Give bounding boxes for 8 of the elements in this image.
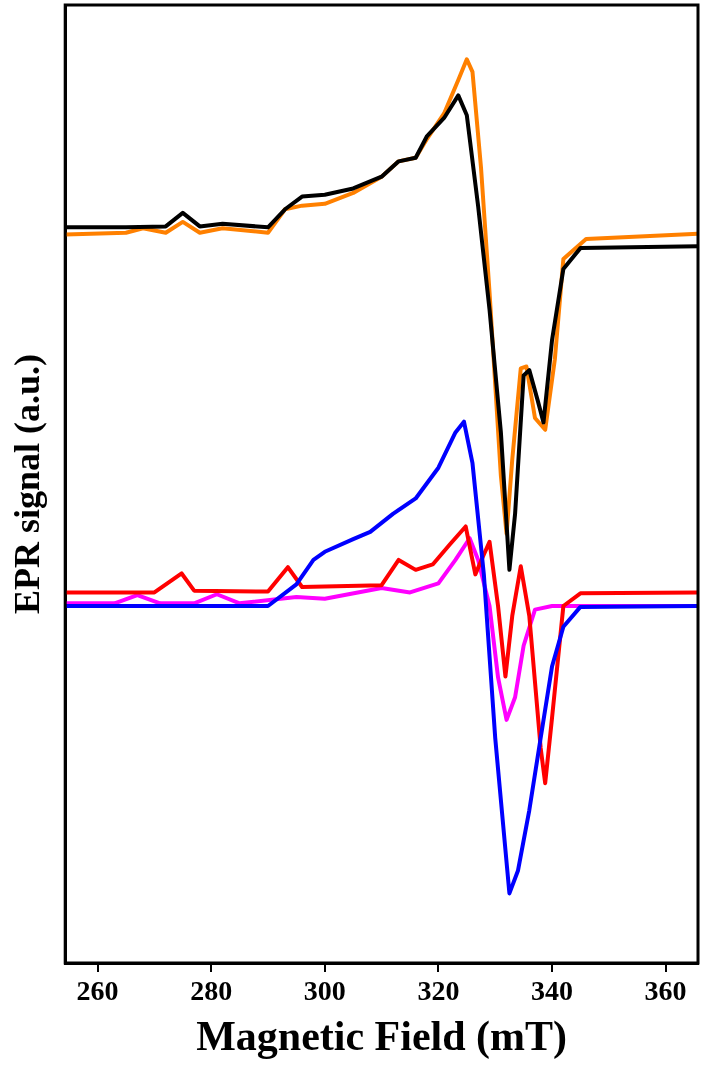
x-tick-label: 320: [417, 975, 460, 1007]
x-tick-label: 360: [644, 975, 687, 1007]
x-tick-label: 280: [190, 975, 233, 1007]
x-tick-label: 340: [531, 975, 574, 1007]
x-tick-label: 260: [76, 975, 119, 1007]
y-axis-title: EPR signal (a.u.): [6, 353, 47, 615]
x-axis-title: Magnetic Field (mT): [196, 1012, 568, 1060]
x-tick-label: 300: [303, 975, 346, 1007]
